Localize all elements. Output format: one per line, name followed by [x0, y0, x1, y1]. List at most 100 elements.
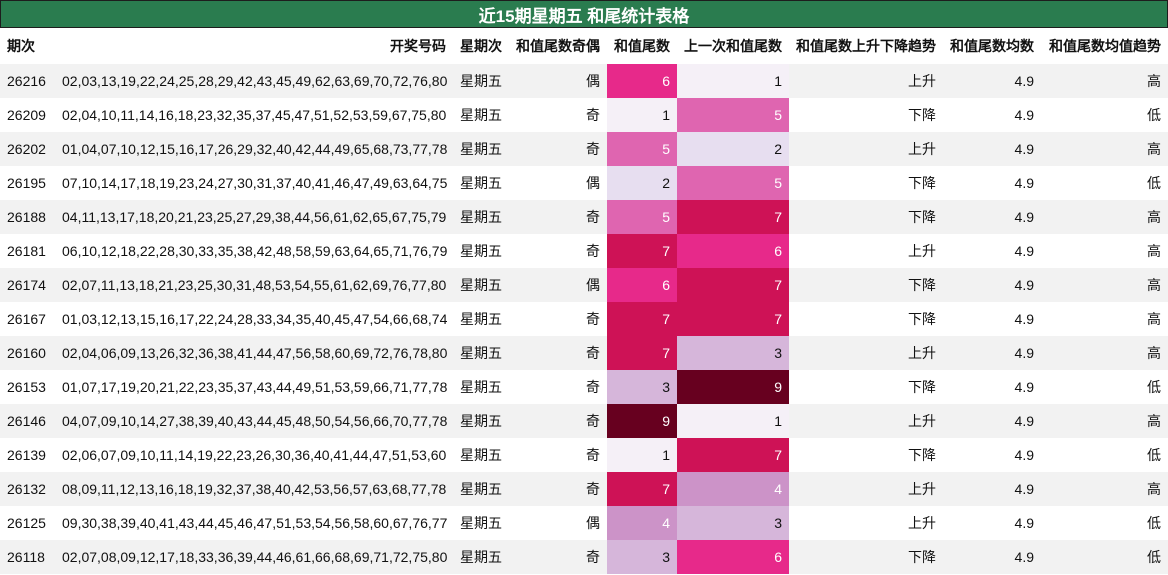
parity-cell: 奇	[509, 98, 607, 132]
avg-trend-cell: 低	[1041, 98, 1168, 132]
table-row: 26167 01,03,12,13,15,16,17,22,24,28,33,34…	[0, 302, 1168, 336]
weekday-cell: 星期五	[453, 302, 509, 336]
tail-cell: 5	[607, 200, 677, 234]
tail-cell: 3	[607, 540, 677, 574]
numbers-cell: 01,04,07,10,12,15,16,17,26,29,32,40,42,4…	[55, 132, 453, 166]
table-row: 26181 06,10,12,18,22,28,30,33,35,38,42,48…	[0, 234, 1168, 268]
prev-tail-cell: 5	[677, 98, 789, 132]
trend-cell: 上升	[789, 506, 943, 540]
header-trend[interactable]: 和值尾数上升下降趋势	[789, 28, 943, 64]
period-cell: 26174	[0, 268, 55, 302]
header-prev-tail[interactable]: 上一次和值尾数	[677, 28, 789, 64]
header-row: 期次 开奖号码 星期次 和值尾数奇偶 和值尾数 上一次和值尾数 和值尾数上升下降…	[0, 28, 1168, 64]
avg-cell: 4.9	[943, 404, 1041, 438]
header-parity[interactable]: 和值尾数奇偶	[509, 28, 607, 64]
header-tail[interactable]: 和值尾数	[607, 28, 677, 64]
parity-cell: 奇	[509, 472, 607, 506]
prev-tail-cell: 6	[677, 234, 789, 268]
numbers-cell: 01,03,12,13,15,16,17,22,24,28,33,34,35,4…	[55, 302, 453, 336]
tail-cell: 5	[607, 132, 677, 166]
parity-cell: 偶	[509, 166, 607, 200]
weekday-cell: 星期五	[453, 404, 509, 438]
trend-cell: 下降	[789, 302, 943, 336]
parity-cell: 偶	[509, 268, 607, 302]
weekday-cell: 星期五	[453, 166, 509, 200]
table-row: 26188 04,11,13,17,18,20,21,23,25,27,29,38…	[0, 200, 1168, 234]
prev-tail-cell: 3	[677, 506, 789, 540]
period-cell: 26118	[0, 540, 55, 574]
stats-table: 期次 开奖号码 星期次 和值尾数奇偶 和值尾数 上一次和值尾数 和值尾数上升下降…	[0, 28, 1168, 574]
trend-cell: 上升	[789, 404, 943, 438]
numbers-cell: 02,03,13,19,22,24,25,28,29,42,43,45,49,6…	[55, 64, 453, 98]
avg-trend-cell: 高	[1041, 200, 1168, 234]
period-cell: 26160	[0, 336, 55, 370]
weekday-cell: 星期五	[453, 98, 509, 132]
parity-cell: 奇	[509, 132, 607, 166]
trend-cell: 上升	[789, 336, 943, 370]
avg-trend-cell: 低	[1041, 438, 1168, 472]
numbers-cell: 04,11,13,17,18,20,21,23,25,27,29,38,44,5…	[55, 200, 453, 234]
table-row: 26216 02,03,13,19,22,24,25,28,29,42,43,45…	[0, 64, 1168, 98]
trend-cell: 下降	[789, 540, 943, 574]
trend-cell: 下降	[789, 438, 943, 472]
period-cell: 26146	[0, 404, 55, 438]
tail-cell: 7	[607, 472, 677, 506]
avg-cell: 4.9	[943, 540, 1041, 574]
avg-cell: 4.9	[943, 64, 1041, 98]
table-row: 26174 02,07,11,13,18,21,23,25,30,31,48,53…	[0, 268, 1168, 302]
period-cell: 26153	[0, 370, 55, 404]
avg-cell: 4.9	[943, 98, 1041, 132]
header-avg[interactable]: 和值尾数均数	[943, 28, 1041, 64]
prev-tail-cell: 6	[677, 540, 789, 574]
tail-cell: 7	[607, 302, 677, 336]
avg-cell: 4.9	[943, 166, 1041, 200]
header-avg-trend[interactable]: 和值尾数均值趋势	[1041, 28, 1168, 64]
numbers-cell: 02,04,06,09,13,26,32,36,38,41,44,47,56,5…	[55, 336, 453, 370]
numbers-cell: 02,07,08,09,12,17,18,33,36,39,44,46,61,6…	[55, 540, 453, 574]
period-cell: 26209	[0, 98, 55, 132]
tail-cell: 9	[607, 404, 677, 438]
weekday-cell: 星期五	[453, 336, 509, 370]
avg-cell: 4.9	[943, 234, 1041, 268]
prev-tail-cell: 1	[677, 404, 789, 438]
numbers-cell: 08,09,11,12,13,16,18,19,32,37,38,40,42,5…	[55, 472, 453, 506]
avg-trend-cell: 低	[1041, 166, 1168, 200]
header-numbers[interactable]: 开奖号码	[55, 28, 453, 64]
period-cell: 26139	[0, 438, 55, 472]
parity-cell: 奇	[509, 540, 607, 574]
period-cell: 26202	[0, 132, 55, 166]
parity-cell: 奇	[509, 234, 607, 268]
avg-trend-cell: 高	[1041, 268, 1168, 302]
weekday-cell: 星期五	[453, 64, 509, 98]
parity-cell: 奇	[509, 438, 607, 472]
avg-trend-cell: 高	[1041, 404, 1168, 438]
trend-cell: 上升	[789, 132, 943, 166]
avg-cell: 4.9	[943, 302, 1041, 336]
tail-cell: 3	[607, 370, 677, 404]
numbers-cell: 01,07,17,19,20,21,22,23,35,37,43,44,49,5…	[55, 370, 453, 404]
parity-cell: 偶	[509, 64, 607, 98]
weekday-cell: 星期五	[453, 370, 509, 404]
avg-trend-cell: 高	[1041, 472, 1168, 506]
avg-cell: 4.9	[943, 370, 1041, 404]
avg-cell: 4.9	[943, 472, 1041, 506]
tail-cell: 1	[607, 438, 677, 472]
weekday-cell: 星期五	[453, 200, 509, 234]
tail-cell: 7	[607, 234, 677, 268]
trend-cell: 下降	[789, 98, 943, 132]
parity-cell: 偶	[509, 506, 607, 540]
trend-cell: 上升	[789, 472, 943, 506]
header-weekday[interactable]: 星期次	[453, 28, 509, 64]
table-row: 26125 09,30,38,39,40,41,43,44,45,46,47,51…	[0, 506, 1168, 540]
prev-tail-cell: 7	[677, 268, 789, 302]
prev-tail-cell: 7	[677, 302, 789, 336]
header-period[interactable]: 期次	[0, 28, 55, 64]
tail-cell: 6	[607, 64, 677, 98]
weekday-cell: 星期五	[453, 268, 509, 302]
numbers-cell: 04,07,09,10,14,27,38,39,40,43,44,45,48,5…	[55, 404, 453, 438]
table-row: 26146 04,07,09,10,14,27,38,39,40,43,44,45…	[0, 404, 1168, 438]
tail-cell: 7	[607, 336, 677, 370]
numbers-cell: 02,07,11,13,18,21,23,25,30,31,48,53,54,5…	[55, 268, 453, 302]
prev-tail-cell: 4	[677, 472, 789, 506]
period-cell: 26188	[0, 200, 55, 234]
